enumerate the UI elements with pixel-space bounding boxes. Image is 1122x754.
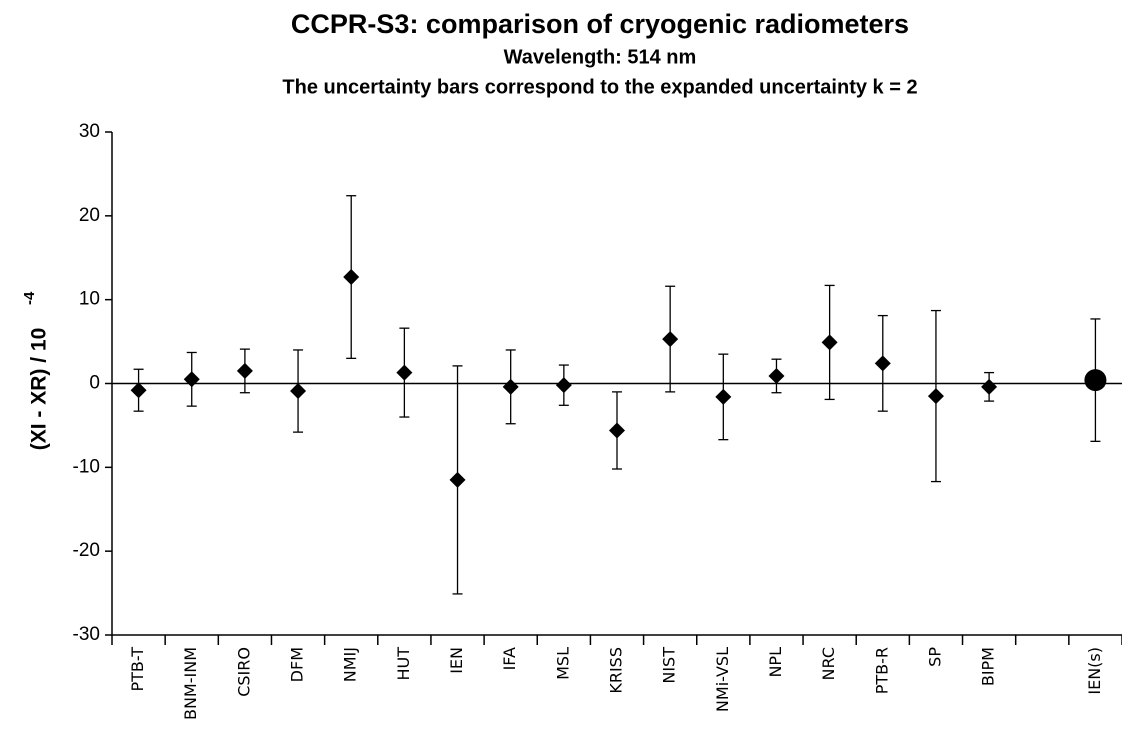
point-marker [715,388,732,405]
x-tick-label: IEN(s) [1085,647,1104,695]
x-tick-label: IEN [447,647,466,674]
point-marker [927,388,944,405]
x-tick-label: NPL [766,647,785,678]
x-tick-label: NMIJ [341,647,360,682]
point-marker [768,367,785,384]
point-marker [449,471,466,488]
point-marker [609,422,625,439]
chart-title: CCPR-S3: comparison of cryogenic radiome… [291,9,909,39]
point-marker [130,382,147,399]
x-tick-label: BNM-INM [181,647,200,720]
point-marker [343,269,360,286]
x-tick-label: NIST [660,647,679,684]
x-tick-label: SP [925,647,944,667]
point-marker [874,355,891,372]
y-axis-label: (XI - XR) / 10 [28,328,51,451]
x-tick-label: BIPM [979,647,998,686]
y-axis-label-group: (XI - XR) / 10 -4 [21,291,51,450]
point-marker [555,377,572,394]
point-marker [1084,369,1107,392]
y-tick-label: 20 [79,205,100,226]
y-tick-label: -10 [73,456,100,477]
point-marker [981,378,998,395]
point-marker [290,383,307,400]
point-marker [396,364,413,381]
x-tick-label: NRC [819,647,838,680]
chart-subtitle: Wavelength: 514 nm [504,46,697,68]
y-tick-label: -30 [73,624,100,645]
x-tick-label: DFM [288,647,307,682]
y-tick-label: -20 [73,540,100,561]
x-tick-label: IFA [500,647,519,670]
x-tick-label: PTB-T [128,647,147,692]
x-tick-label: NMi-VSL [713,647,732,712]
point-marker [662,331,679,348]
y-axis-label-exponent: -4 [21,291,38,305]
y-tick-label: 30 [79,121,100,142]
x-tick-label: CSIRO [234,647,253,697]
point-marker [502,378,519,395]
y-tick-label: 0 [89,373,100,394]
y-tick-label: 10 [79,289,100,310]
point-marker [236,362,253,379]
chart-note: The uncertainty bars correspond to the e… [282,76,917,98]
x-tick-label: MSL [553,647,572,680]
point-marker [821,334,838,351]
x-tick-label: KRISS [607,647,626,694]
x-tick-label: PTB-R [872,647,891,694]
x-tick-label: HUT [394,647,413,681]
point-marker [183,371,200,388]
